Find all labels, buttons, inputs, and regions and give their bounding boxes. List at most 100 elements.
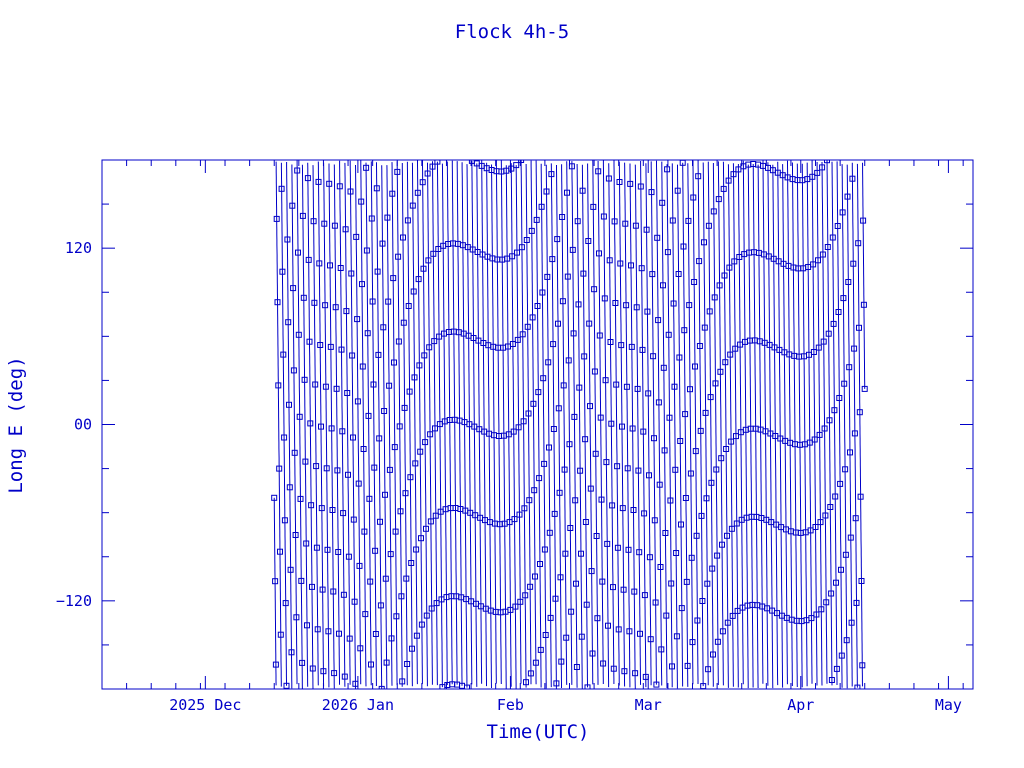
data-point [303, 540, 310, 547]
data-point [393, 613, 400, 620]
data-point [850, 260, 857, 267]
data-point [605, 175, 612, 182]
data-point [584, 684, 591, 689]
data-point [829, 234, 836, 241]
series-line [821, 161, 828, 684]
data-point [281, 517, 288, 524]
data-point [651, 435, 657, 442]
series-line [401, 163, 408, 686]
data-point [671, 383, 678, 390]
series-line [846, 164, 853, 687]
data-point [582, 519, 589, 525]
data-point [637, 183, 644, 190]
data-point [402, 490, 409, 497]
data-point [684, 662, 691, 669]
data-point [336, 630, 342, 637]
series-line [762, 160, 769, 686]
data-point [304, 175, 311, 182]
data-point [681, 327, 688, 334]
data-point [395, 338, 402, 345]
data-point [837, 480, 844, 487]
data-point [605, 622, 611, 629]
series-line [500, 160, 507, 689]
data-point [602, 377, 609, 384]
data-point [359, 363, 366, 370]
series-line [505, 165, 512, 687]
data-point [618, 342, 625, 349]
data-point [346, 635, 353, 642]
data-point [345, 471, 351, 478]
data-point [660, 282, 666, 289]
data-point [548, 171, 555, 178]
data-point [589, 650, 596, 657]
data-point [838, 652, 845, 659]
data-point [420, 265, 427, 272]
data-point [811, 436, 818, 443]
data-point [397, 508, 404, 515]
data-point [526, 497, 533, 504]
series-line [491, 164, 497, 684]
data-point [428, 605, 435, 612]
x-tick-label: Mar [635, 696, 662, 714]
data-point [624, 465, 631, 472]
data-point [842, 466, 849, 473]
data-point [632, 222, 639, 229]
data-point [682, 411, 689, 418]
x-tick-label: May [935, 696, 962, 714]
data-point [386, 466, 393, 473]
data-point [587, 485, 594, 492]
data-point [508, 165, 515, 172]
data-point [282, 600, 289, 607]
data-point [529, 314, 536, 321]
data-point [591, 286, 598, 293]
series-line [344, 162, 351, 685]
data-point [729, 612, 736, 619]
data-point [593, 533, 600, 539]
data-point [573, 580, 579, 587]
data-point [655, 317, 662, 324]
data-point [432, 512, 439, 519]
data-point [340, 591, 347, 598]
data-point [313, 463, 320, 470]
data-point [374, 268, 381, 275]
data-point [519, 331, 526, 338]
series-line [796, 163, 803, 688]
data-point [515, 424, 522, 431]
data-point [554, 236, 561, 243]
data-point [299, 212, 306, 219]
y-tick-label: 120 [65, 239, 92, 257]
data-point [278, 185, 285, 192]
data-point [390, 275, 397, 282]
data-point [606, 257, 613, 264]
series-line [535, 160, 542, 688]
data-point [715, 196, 722, 203]
series-line [355, 164, 362, 685]
data-point [331, 670, 338, 677]
data-point [357, 645, 364, 652]
data-point [566, 441, 573, 448]
series-line [545, 164, 552, 688]
data-point [354, 316, 361, 323]
data-point [716, 282, 723, 289]
data-point [728, 525, 735, 532]
series-line [772, 164, 779, 686]
series-line [370, 161, 377, 686]
data-point [523, 679, 529, 686]
data-point [577, 467, 584, 474]
data-point [664, 249, 671, 256]
data-point [365, 412, 372, 419]
data-point [851, 430, 858, 437]
data-point [291, 449, 298, 456]
data-point [834, 223, 841, 229]
data-point [277, 548, 283, 555]
data-point [433, 600, 440, 607]
data-point [370, 381, 377, 388]
data-point [297, 495, 304, 502]
data-point [542, 632, 549, 638]
data-point [372, 631, 379, 637]
data-point [641, 592, 648, 599]
data-point [563, 634, 570, 641]
data-point [413, 632, 420, 639]
data-point [272, 661, 279, 668]
data-point [426, 344, 433, 351]
